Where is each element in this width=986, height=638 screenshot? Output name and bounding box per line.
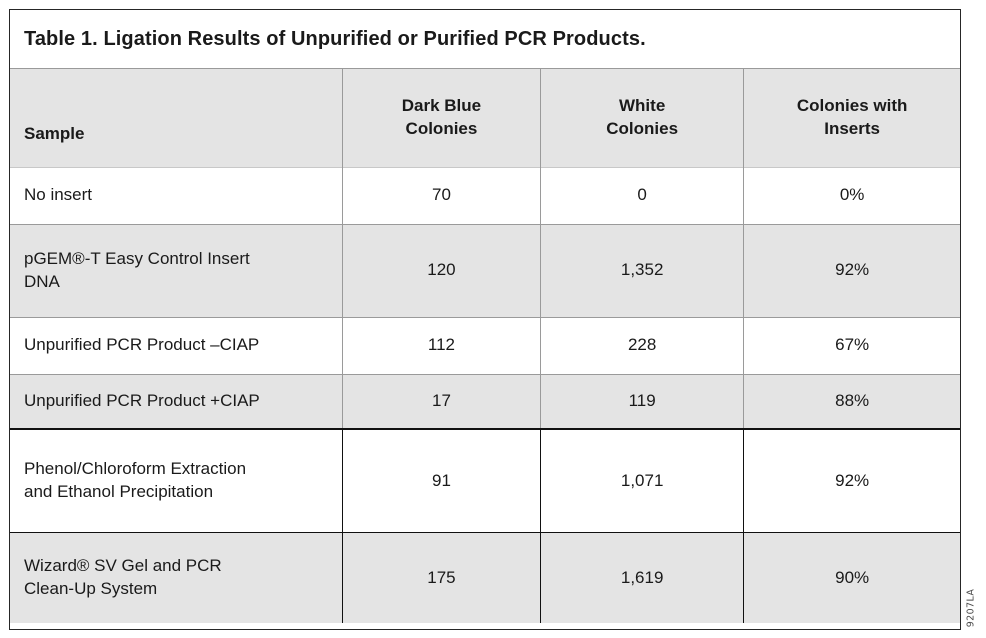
sample-cell: Unpurified PCR Product –CIAP: [10, 316, 343, 374]
column-header-dark-blue-colonies: Dark Blue Colonies: [341, 69, 541, 167]
dark-blue-colonies-cell: 17: [341, 373, 541, 429]
column-header-sample: Sample: [24, 124, 85, 144]
table-row-pgem-t-easy-control: pGEM®-T Easy Control Insert DNA 120 1,35…: [10, 223, 960, 317]
white-colonies-cell: 1,619: [540, 531, 744, 623]
white-colonies-cell: 1,071: [540, 428, 744, 532]
dark-blue-colonies-cell: 120: [341, 223, 541, 317]
table-row-wizard-sv-gel: Wizard® SV Gel and PCR Clean-Up System 1…: [10, 531, 960, 623]
white-colonies-cell: 228: [540, 316, 744, 374]
colonies-with-inserts-cell: 67%: [743, 316, 960, 374]
white-colonies-cell: 0: [540, 166, 744, 224]
table-row-unpurified-plus-ciap: Unpurified PCR Product +CIAP 17 119 88%: [10, 373, 960, 429]
colonies-with-inserts-cell: 88%: [743, 373, 960, 429]
colonies-with-inserts-cell: 92%: [743, 428, 960, 532]
white-colonies-cell: 1,352: [540, 223, 744, 317]
figure-frame: Table 1. Ligation Results of Unpurified …: [9, 9, 961, 630]
colonies-with-inserts-cell: 92%: [743, 223, 960, 317]
sample-cell: pGEM®-T Easy Control Insert DNA: [10, 223, 343, 317]
sample-cell: Phenol/Chloroform Extraction and Ethanol…: [10, 428, 343, 532]
dark-blue-colonies-cell: 175: [341, 531, 541, 623]
colonies-with-inserts-cell: 90%: [743, 531, 960, 623]
sample-cell: No insert: [10, 166, 343, 224]
white-colonies-cell: 119: [540, 373, 744, 429]
column-header-white-colonies: White Colonies: [540, 69, 744, 167]
dark-blue-colonies-cell: 112: [341, 316, 541, 374]
sample-cell: Unpurified PCR Product +CIAP: [10, 373, 343, 429]
table-row-unpurified-minus-ciap: Unpurified PCR Product –CIAP 112 228 67%: [10, 316, 960, 374]
figure-art-number: 9207LA: [965, 588, 977, 628]
ligation-results-table: Sample Dark Blue Colonies White Colonies…: [10, 69, 960, 623]
table-row-phenol-chloroform: Phenol/Chloroform Extraction and Ethanol…: [10, 428, 960, 532]
sample-cell: Wizard® SV Gel and PCR Clean-Up System: [10, 531, 343, 623]
column-header-colonies-with-inserts: Colonies with Inserts: [743, 69, 960, 167]
table-row-no-insert: No insert 70 0 0%: [10, 166, 960, 224]
dark-blue-colonies-cell: 91: [341, 428, 541, 532]
dark-blue-colonies-cell: 70: [341, 166, 541, 224]
header-row: Sample Dark Blue Colonies White Colonies…: [10, 69, 960, 167]
table-title: Table 1. Ligation Results of Unpurified …: [10, 10, 960, 69]
colonies-with-inserts-cell: 0%: [743, 166, 960, 224]
